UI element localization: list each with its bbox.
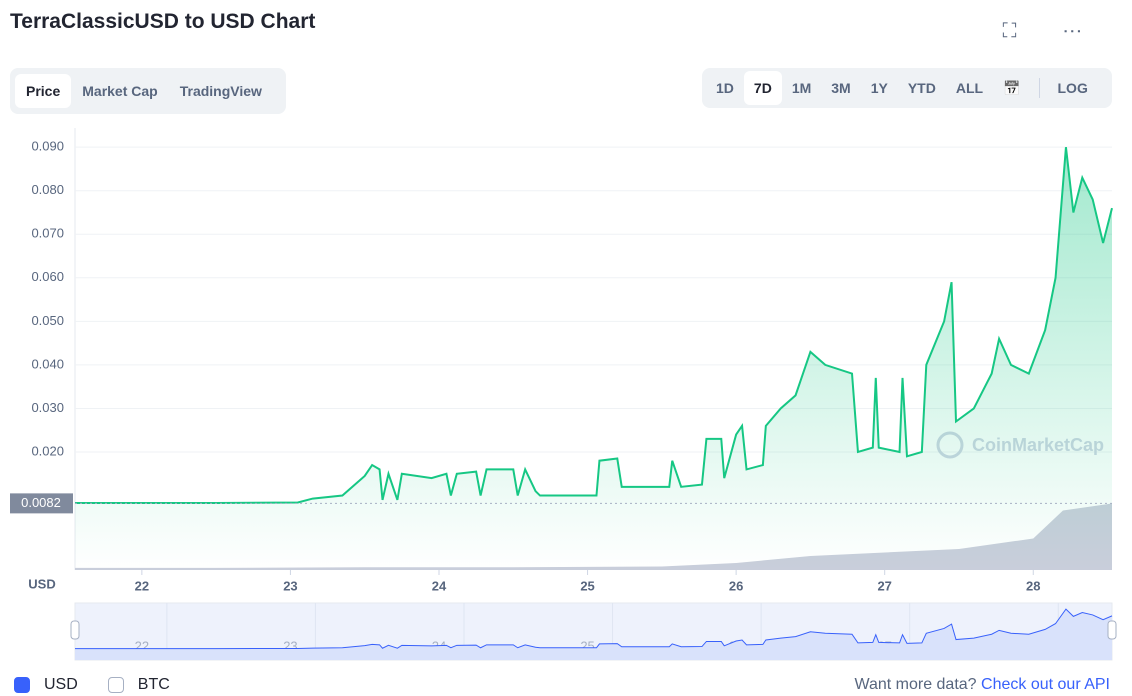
range-button[interactable]: YTD bbox=[907, 80, 936, 96]
current-price-badge bbox=[10, 493, 73, 514]
y-tick-label: 0.080 bbox=[31, 182, 64, 197]
y-tick-label: 0.040 bbox=[31, 356, 64, 371]
currency-toggles: USD BTC bbox=[14, 676, 200, 694]
tab[interactable]: Price bbox=[15, 74, 72, 108]
range-button[interactable]: 3M bbox=[831, 80, 851, 96]
current-price-label: 0.0082 bbox=[21, 495, 61, 510]
currency-toggle[interactable]: USD bbox=[14, 676, 78, 694]
y-tick-label: 0.090 bbox=[31, 139, 64, 154]
y-tick-label: 0.030 bbox=[31, 400, 64, 415]
log-button[interactable]: LOG bbox=[1057, 80, 1088, 96]
range-bar: 1D 7D 1M 3M 1Y YTD ALL 📅 LOG bbox=[702, 68, 1112, 108]
x-tick-label: 28 bbox=[1026, 578, 1040, 593]
range-button[interactable]: 1D bbox=[716, 80, 734, 96]
range-button[interactable]: 1M bbox=[791, 80, 812, 96]
checkbox[interactable] bbox=[107, 677, 124, 693]
calendar-button[interactable]: 📅 bbox=[1003, 79, 1021, 96]
x-tick-label: 22 bbox=[135, 578, 149, 593]
range-button[interactable]: ALL bbox=[955, 80, 984, 96]
currency-label: USD bbox=[44, 676, 78, 693]
tab[interactable]: TradingView bbox=[179, 83, 262, 99]
x-tick-label: 26 bbox=[729, 578, 743, 593]
x-tick-label: 27 bbox=[877, 578, 891, 593]
tab-bar: Price Market Cap TradingView bbox=[10, 68, 286, 114]
y-tick-label: 0.060 bbox=[31, 269, 64, 284]
navigator-handle[interactable] bbox=[70, 620, 80, 640]
navigator-line bbox=[75, 608, 1113, 650]
y-tick-label: 0.020 bbox=[31, 443, 64, 458]
range-button[interactable]: 1Y bbox=[870, 80, 888, 96]
separator bbox=[1038, 78, 1040, 98]
checkbox[interactable] bbox=[14, 677, 30, 693]
range-button[interactable]: 7D bbox=[743, 71, 782, 105]
currency-toggle[interactable]: BTC bbox=[107, 676, 170, 694]
y-tick-label: 0.070 bbox=[31, 226, 64, 241]
api-link[interactable]: Check out our API bbox=[981, 676, 1110, 693]
toolbar-icons[interactable]: ⛶ ⋯ bbox=[1002, 20, 1102, 42]
chart-title: TerraClassicUSD to USD Chart bbox=[10, 10, 316, 33]
x-tick-label: 24 bbox=[432, 578, 447, 593]
tab[interactable]: Market Cap bbox=[82, 83, 158, 99]
price-area bbox=[75, 147, 1112, 570]
y-tick-label: 0.050 bbox=[31, 313, 64, 328]
x-tick-label: 25 bbox=[580, 578, 594, 593]
navigator-area bbox=[75, 609, 1112, 660]
price-line bbox=[75, 147, 1113, 504]
currency-label: BTC bbox=[137, 676, 170, 693]
api-promo: Want more data? Check out our API bbox=[854, 676, 1110, 694]
x-tick-label: 23 bbox=[283, 578, 297, 593]
navigator-handle[interactable] bbox=[1107, 620, 1117, 640]
api-prompt: Want more data? bbox=[854, 676, 977, 693]
chart: 0.020 0.030 0.040 0.050 0.060 0.070 0.080 0.090… bbox=[10, 128, 1117, 661]
y-axis-label: USD bbox=[28, 576, 55, 591]
